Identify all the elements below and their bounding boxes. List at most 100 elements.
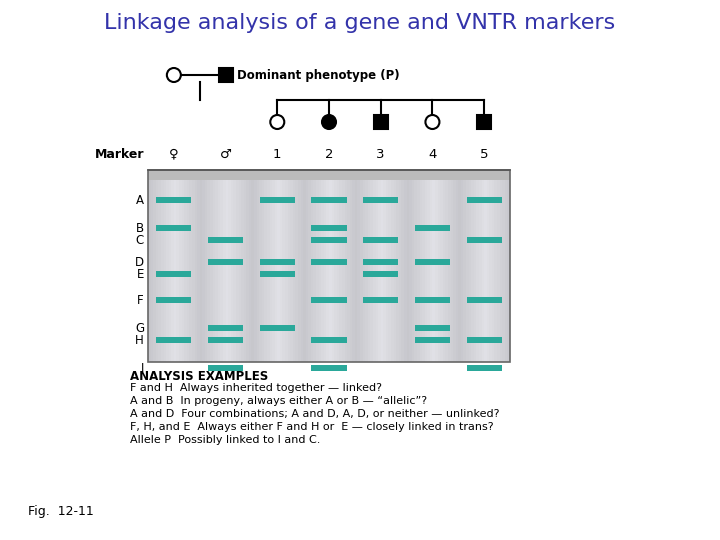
Bar <box>363 297 398 303</box>
Bar <box>337 170 339 362</box>
Bar <box>404 170 407 362</box>
Bar <box>312 365 346 371</box>
Bar <box>313 170 316 362</box>
Text: ANALYSIS EXAMPLES: ANALYSIS EXAMPLES <box>130 370 269 383</box>
Bar <box>355 170 357 362</box>
Text: Allele P  Possibly linked to I and C.: Allele P Possibly linked to I and C. <box>130 435 320 445</box>
Bar <box>332 170 334 362</box>
Bar <box>161 170 163 362</box>
Bar <box>396 170 399 362</box>
Bar <box>414 170 417 362</box>
Bar <box>194 170 197 362</box>
Text: F: F <box>138 294 144 307</box>
Text: I: I <box>140 361 144 375</box>
Bar <box>430 170 433 362</box>
Bar <box>467 365 502 371</box>
Bar <box>466 170 469 362</box>
Bar <box>474 170 477 362</box>
Bar <box>312 259 346 265</box>
Bar <box>262 170 264 362</box>
Bar <box>391 170 394 362</box>
Text: 4: 4 <box>428 147 436 160</box>
Bar <box>467 237 502 243</box>
Bar <box>189 170 192 362</box>
Text: Linkage analysis of a gene and VNTR markers: Linkage analysis of a gene and VNTR mark… <box>104 13 616 33</box>
Bar <box>386 170 389 362</box>
Bar <box>156 170 158 362</box>
Bar <box>373 170 376 362</box>
Circle shape <box>270 115 284 129</box>
Bar <box>334 170 337 362</box>
Bar <box>482 170 484 362</box>
Bar <box>184 170 186 362</box>
Bar <box>357 170 360 362</box>
Bar <box>225 170 228 362</box>
Text: F and H  Always inherited together — linked?: F and H Always inherited together — link… <box>130 383 382 393</box>
Text: D: D <box>135 255 144 268</box>
Bar <box>363 259 398 265</box>
Bar <box>269 170 272 362</box>
Text: F, H, and E  Always either F and H or  E — closely linked in trans?: F, H, and E Always either F and H or E —… <box>130 422 494 432</box>
Bar <box>312 225 346 231</box>
FancyBboxPatch shape <box>374 115 387 129</box>
Bar <box>207 170 210 362</box>
Bar <box>487 170 490 362</box>
Bar <box>306 170 308 362</box>
Text: B: B <box>136 221 144 234</box>
Text: A and B  In progeny, always either A or B — “allelic”?: A and B In progeny, always either A or B… <box>130 396 427 406</box>
Bar <box>467 197 502 203</box>
Bar <box>477 170 479 362</box>
Bar <box>259 170 262 362</box>
Bar <box>220 170 223 362</box>
Bar <box>402 170 404 362</box>
Bar <box>425 170 427 362</box>
Bar <box>381 170 383 362</box>
Bar <box>277 170 280 362</box>
Bar <box>363 170 365 362</box>
Bar <box>230 170 233 362</box>
Bar <box>446 170 448 362</box>
Bar <box>376 170 378 362</box>
Bar <box>420 170 422 362</box>
Bar <box>370 170 373 362</box>
Bar <box>156 297 192 303</box>
Bar <box>368 170 370 362</box>
Bar <box>329 170 332 362</box>
Bar <box>295 170 298 362</box>
Bar <box>280 170 282 362</box>
Text: 2: 2 <box>325 147 333 160</box>
Bar <box>153 170 156 362</box>
Bar <box>197 170 199 362</box>
Bar <box>409 170 412 362</box>
Bar <box>399 170 402 362</box>
FancyBboxPatch shape <box>477 115 491 129</box>
Bar <box>363 197 398 203</box>
Bar <box>272 170 275 362</box>
Bar <box>471 170 474 362</box>
Bar <box>267 170 269 362</box>
Bar <box>202 170 205 362</box>
Bar <box>163 170 166 362</box>
Bar <box>417 170 420 362</box>
Bar <box>365 170 368 362</box>
Bar <box>249 170 251 362</box>
Bar <box>208 259 243 265</box>
Bar <box>254 170 256 362</box>
Bar <box>256 170 259 362</box>
Bar <box>456 170 459 362</box>
Bar <box>148 170 150 362</box>
Text: Fig.  12-11: Fig. 12-11 <box>28 505 94 518</box>
Bar <box>467 337 502 343</box>
Bar <box>312 337 346 343</box>
Bar <box>215 170 218 362</box>
Bar <box>363 237 398 243</box>
Bar <box>394 170 396 362</box>
Bar <box>495 170 497 362</box>
Bar <box>210 170 212 362</box>
Bar <box>285 170 287 362</box>
Bar <box>438 170 440 362</box>
Bar <box>312 297 346 303</box>
Bar <box>205 170 207 362</box>
Bar <box>311 170 313 362</box>
Bar <box>500 170 503 362</box>
